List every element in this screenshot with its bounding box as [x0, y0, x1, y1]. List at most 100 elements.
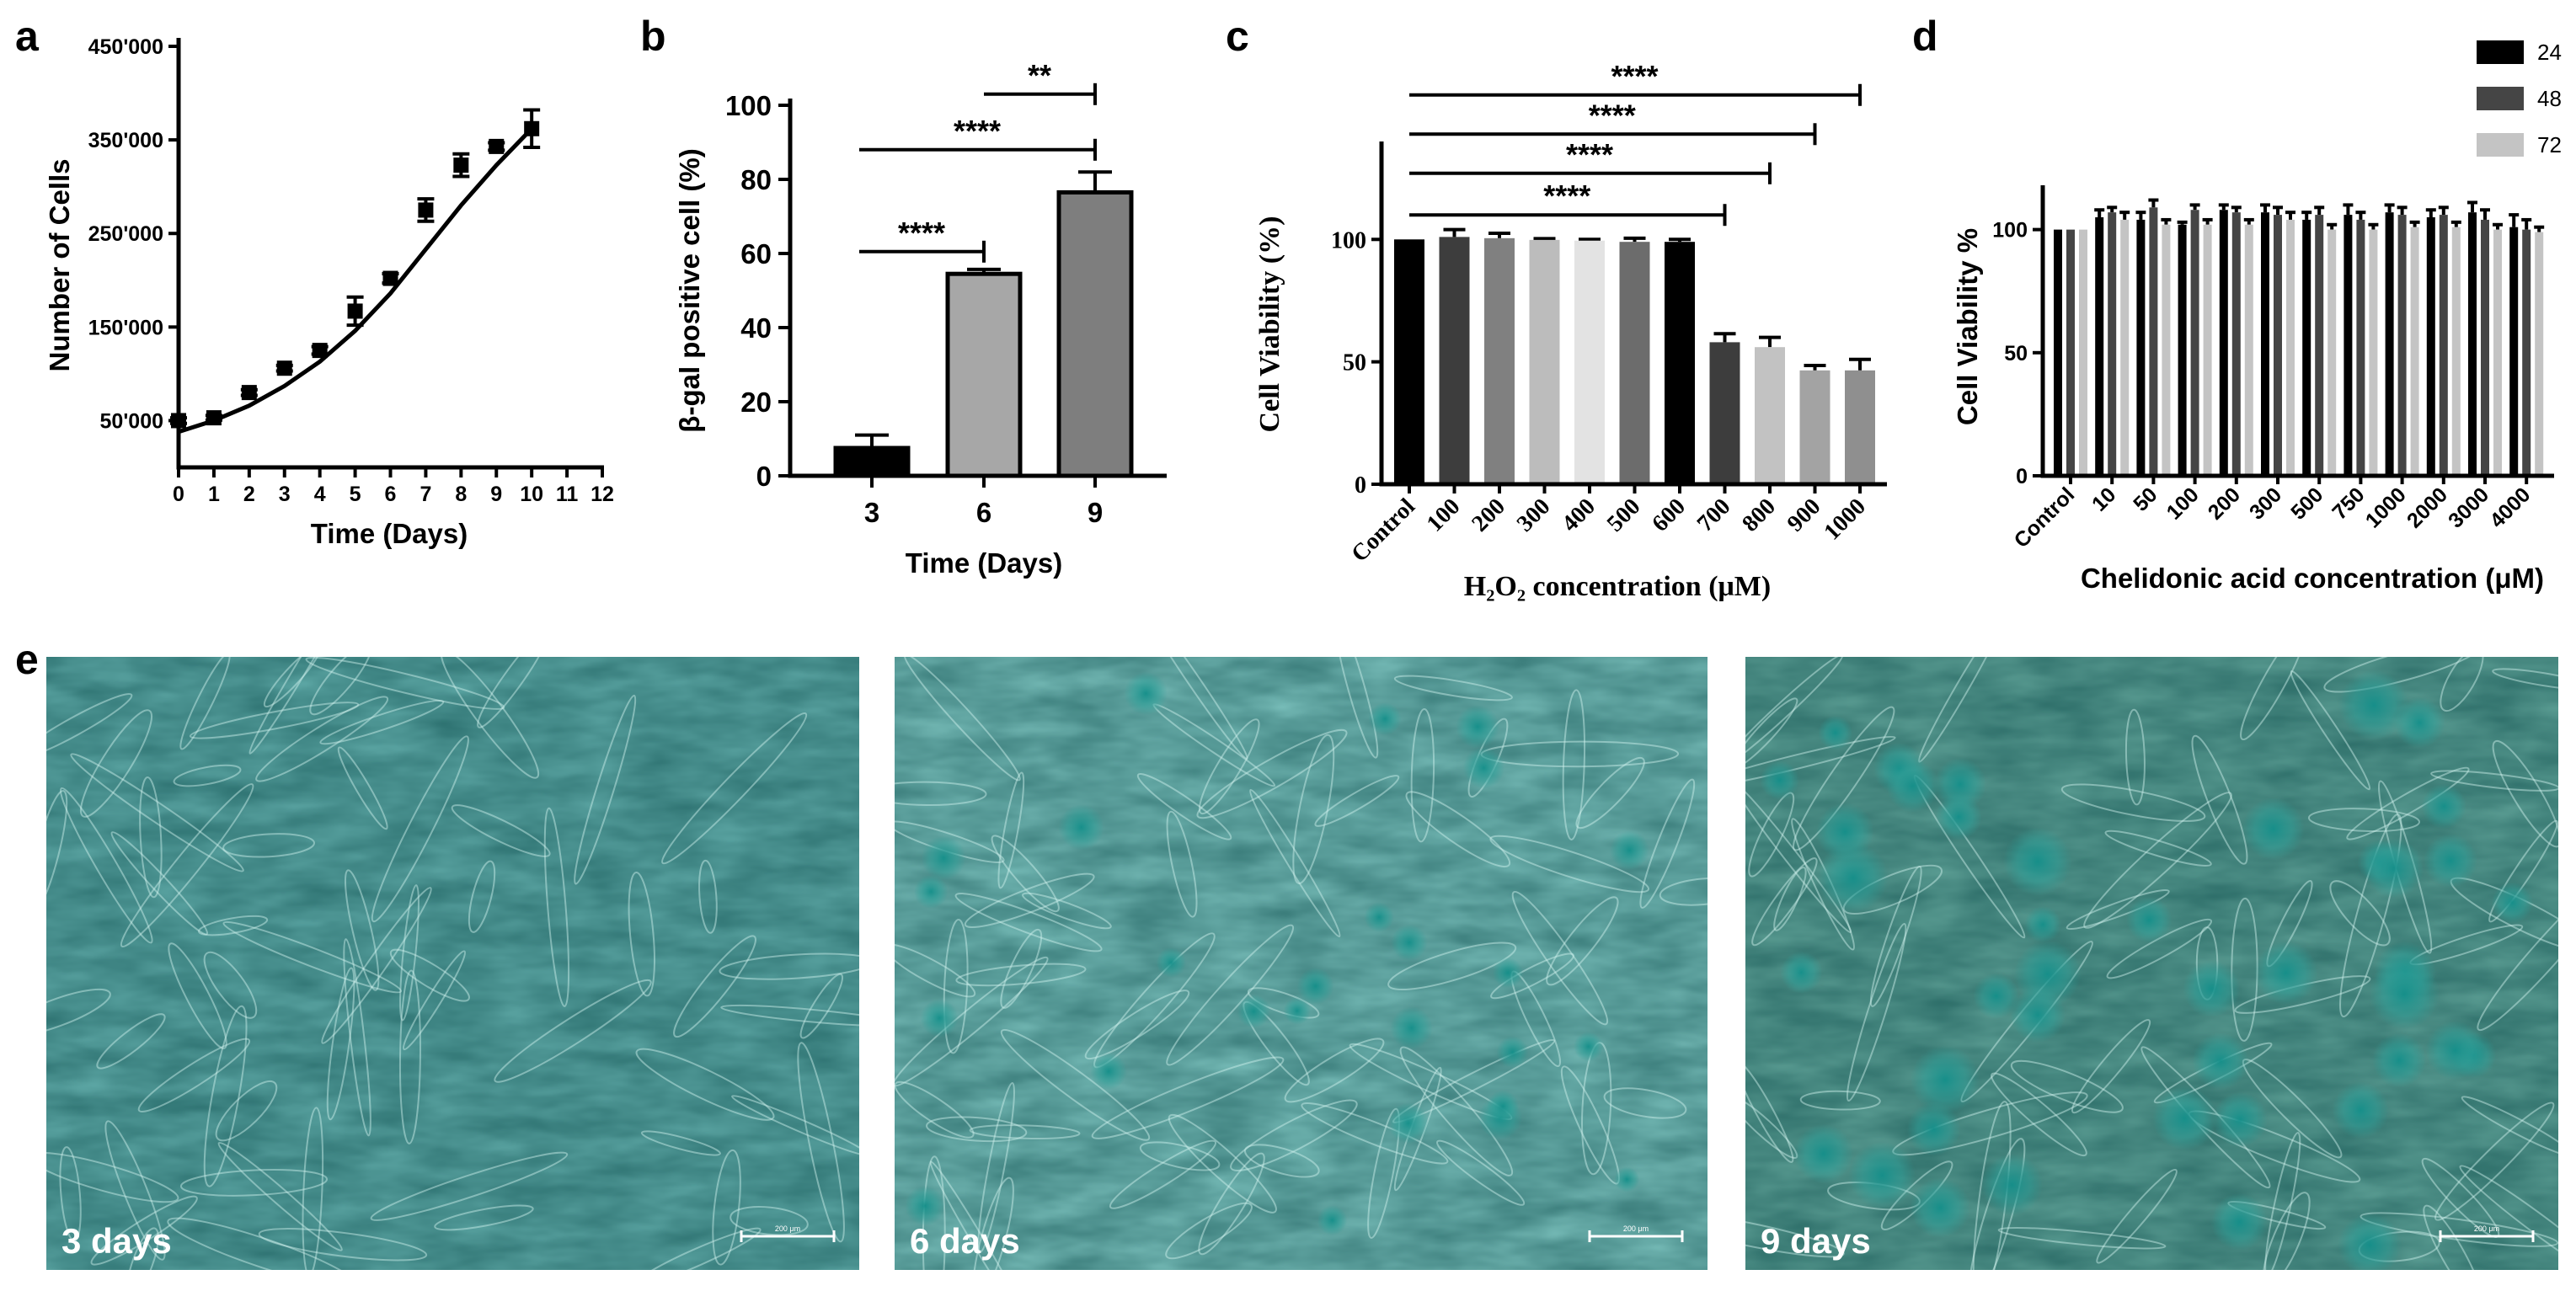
micrograph-content: [46, 657, 859, 1270]
cell: [179, 657, 231, 750]
cell: [731, 1095, 859, 1156]
cell: [1745, 735, 1896, 788]
chart-d-bar: [2302, 219, 2311, 476]
cell: [440, 657, 540, 779]
chart-b-significance-label: ****: [954, 114, 1001, 148]
cell: [2104, 830, 2212, 867]
chart-b-ytick-label: 40: [740, 312, 772, 344]
chart-d-bar: [2481, 219, 2489, 476]
chart-d-bar: [2327, 229, 2337, 476]
chart-a-xtick-label: 10: [520, 483, 543, 506]
stained-cell: [1848, 1141, 1916, 1209]
chart-d-bar: [2286, 219, 2295, 476]
chart-d-legend-label: 24: [2537, 40, 2562, 65]
cell: [1489, 835, 1650, 894]
panel-letter-e: e: [15, 636, 39, 683]
chart-c-bar: [1439, 237, 1470, 484]
stained-cell: [2024, 905, 2061, 943]
cell: [2307, 808, 2421, 832]
stained-cell: [1156, 947, 1187, 978]
cell: [319, 699, 445, 745]
cell: [1745, 781, 1852, 934]
stained-cell: [1815, 803, 1874, 862]
chart-d-xtick-label: 2000: [2402, 483, 2452, 532]
chart-c-xtick-label: 700: [1692, 493, 1736, 537]
chart-a-point: [524, 120, 540, 136]
cell: [321, 887, 432, 1044]
cell: [1997, 1226, 2167, 1250]
chart-b-ylabel: β-gal positive cell (%): [674, 148, 705, 432]
chart-a-point: [241, 385, 257, 401]
chart-a-point: [382, 270, 398, 286]
cell: [1084, 990, 1190, 1060]
cell: [2492, 739, 2558, 848]
scale-bar-label: 200 μm: [775, 1224, 800, 1233]
cell: [434, 1204, 534, 1231]
chart-a-marks: [170, 108, 541, 435]
cell: [217, 1141, 343, 1251]
cell: [344, 869, 380, 991]
chart-c: **************** Control 100 200 300 400 500 6…: [1254, 59, 1887, 602]
cell: [1659, 877, 1708, 906]
cell: [167, 1217, 356, 1270]
stained-cell: [905, 1186, 945, 1226]
chart-d-bar: [2066, 229, 2075, 476]
stained-cell: [2013, 940, 2082, 1008]
chart-c-significance-label: ****: [1566, 137, 1613, 172]
chart-b-xtick-label: 9: [1088, 497, 1103, 528]
chart-d-bar: [2162, 224, 2171, 476]
chart-b-marks: **********: [833, 58, 1134, 478]
chart-c-bar: [1394, 239, 1424, 484]
chart-a-ticks: 0 1 2 3 4 5 6 7 8 9 10 11 1250'000150'000250'000350'…: [88, 35, 614, 506]
stained-cell: [1237, 995, 1271, 1028]
cell: [1230, 1099, 1358, 1171]
cell: [1575, 756, 1645, 830]
cell: [1603, 1087, 1687, 1119]
cell: [343, 938, 371, 1137]
cell: [173, 764, 242, 787]
chart-a-xtick-label: 9: [490, 483, 502, 506]
chart-c-bar: [1484, 237, 1515, 484]
cell: [197, 915, 269, 936]
chart-c-significance-label: ****: [1543, 179, 1590, 213]
stained-cell: [1818, 715, 1853, 750]
chart-c-xtick-label: 500: [1602, 493, 1646, 537]
cell: [1165, 1202, 1253, 1260]
cell: [104, 1120, 166, 1261]
cell: [1142, 657, 1248, 760]
chart-a-xtick-label: 3: [279, 483, 291, 506]
cell: [2240, 657, 2307, 741]
cell: [1284, 1038, 1385, 1103]
chart-c-significance-label: ****: [1589, 98, 1636, 132]
cell: [203, 1005, 248, 1187]
chart-a-xtick-label: 0: [173, 483, 184, 506]
stained-cell: [1493, 958, 1524, 989]
chart-c-ytick-label: 100: [1331, 227, 1366, 253]
chart-c-xtick-label: Control: [1346, 493, 1420, 568]
cell: [2124, 708, 2146, 806]
panel-letter-b: b: [640, 13, 666, 60]
chart-d-bar: [2397, 215, 2407, 476]
cell: [2329, 880, 2391, 947]
cell: [1249, 788, 1341, 938]
cell: [1314, 775, 1400, 827]
stained-cell: [1817, 842, 1889, 914]
cell: [1436, 1139, 1526, 1206]
cell: [1410, 707, 1435, 843]
cell: [389, 948, 470, 1002]
chart-d-bar: [2261, 212, 2269, 476]
cell: [371, 735, 469, 923]
chart-a-point: [276, 360, 292, 376]
chart-d-xtick-label: 500: [2286, 483, 2327, 524]
chart-a-point: [489, 138, 505, 154]
cell: [895, 956, 1049, 1087]
chart-a-axes: [176, 38, 604, 470]
cell: [1301, 1102, 1449, 1165]
chart-c-xtick-label: 1000: [1819, 493, 1871, 546]
cell: [258, 1228, 428, 1262]
cell: [326, 967, 355, 1121]
cell: [1773, 867, 1807, 931]
chart-c-ytick-label: 50: [1343, 350, 1366, 376]
chart-a-xtick-label: 4: [314, 483, 326, 506]
